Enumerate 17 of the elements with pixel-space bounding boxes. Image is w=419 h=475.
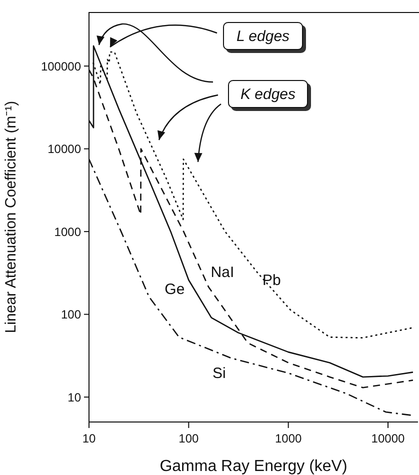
series-label: NaI (210, 264, 234, 281)
x-tick-label: 10 (82, 432, 96, 446)
y-tick-label: 100000 (40, 59, 82, 74)
y-tick-label: 10 (68, 390, 82, 404)
y-tick-label: 100 (60, 308, 82, 322)
series-label: Pb (262, 272, 281, 289)
annotation: L edges (223, 22, 303, 50)
y-tick-label: 1000 (54, 224, 82, 239)
y-axis-title: Linear Attenuation Coefficient (m⁻¹) (2, 100, 20, 334)
series-label: Si (212, 365, 226, 382)
y-tick-label: 10000 (48, 142, 82, 156)
annotation: K edges (228, 80, 308, 108)
x-tick-label: 10000 (371, 432, 406, 446)
x-axis-title: Gamma Ray Energy (keV) (160, 458, 348, 475)
x-tick-label: 100 (178, 432, 199, 446)
x-tick-label: 1000 (274, 432, 302, 446)
series-label: Ge (164, 280, 185, 298)
